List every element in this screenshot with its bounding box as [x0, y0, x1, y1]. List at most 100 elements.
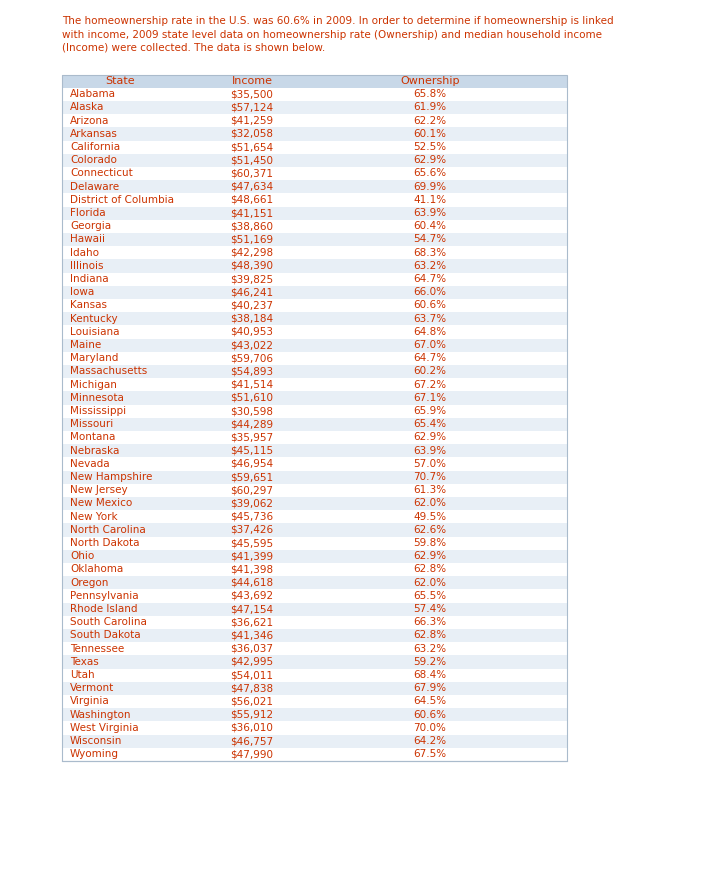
Text: 59.8%: 59.8% [413, 538, 446, 549]
Text: 60.4%: 60.4% [413, 221, 446, 231]
Text: $47,990: $47,990 [231, 749, 273, 759]
Text: Colorado: Colorado [70, 156, 117, 165]
Text: North Dakota: North Dakota [70, 538, 139, 549]
Bar [62, 603, 567, 616]
Bar [62, 339, 567, 352]
Text: 64.7%: 64.7% [413, 353, 446, 364]
Text: $45,115: $45,115 [231, 445, 273, 456]
Text: Wyoming: Wyoming [70, 749, 119, 759]
Text: $51,169: $51,169 [231, 235, 273, 244]
Bar [62, 589, 567, 603]
Bar [62, 206, 567, 220]
Text: Florida: Florida [70, 208, 105, 218]
Bar [62, 154, 567, 167]
Text: Washington: Washington [70, 709, 131, 720]
Text: Indiana: Indiana [70, 274, 109, 284]
Text: Arizona: Arizona [70, 116, 110, 125]
Text: $54,011: $54,011 [231, 670, 273, 680]
Bar [62, 378, 567, 391]
Bar [62, 260, 567, 273]
Bar [62, 524, 567, 536]
Text: New Hampshire: New Hampshire [70, 472, 153, 482]
Text: 65.9%: 65.9% [413, 406, 446, 416]
Text: Maine: Maine [70, 340, 101, 350]
Text: Oklahoma: Oklahoma [70, 565, 123, 574]
Text: $32,058: $32,058 [231, 129, 273, 139]
Text: 62.9%: 62.9% [413, 551, 446, 561]
Text: $43,022: $43,022 [231, 340, 273, 350]
Bar [62, 391, 567, 404]
Text: Mississippi: Mississippi [70, 406, 126, 416]
Text: 63.9%: 63.9% [413, 208, 446, 218]
Text: 62.8%: 62.8% [413, 630, 446, 640]
Bar [62, 220, 567, 233]
Text: 54.7%: 54.7% [413, 235, 446, 244]
Bar [62, 576, 567, 589]
Bar [62, 669, 567, 682]
Text: 61.3%: 61.3% [413, 485, 446, 495]
Text: 67.9%: 67.9% [413, 684, 446, 693]
Text: 67.5%: 67.5% [413, 749, 446, 759]
Text: 63.9%: 63.9% [413, 445, 446, 456]
Text: $37,426: $37,426 [231, 525, 273, 535]
Bar [62, 404, 567, 418]
Text: 60.1%: 60.1% [413, 129, 446, 139]
Text: 68.3%: 68.3% [413, 248, 446, 258]
Text: Arkansas: Arkansas [70, 129, 118, 139]
Text: 62.2%: 62.2% [413, 116, 446, 125]
Bar [62, 721, 567, 734]
Text: $55,912: $55,912 [231, 709, 273, 720]
Text: $36,037: $36,037 [231, 644, 273, 653]
Text: $46,757: $46,757 [231, 736, 273, 746]
Text: 65.4%: 65.4% [413, 420, 446, 429]
Text: $40,953: $40,953 [231, 327, 273, 337]
Text: West Virginia: West Virginia [70, 723, 138, 733]
Text: $48,661: $48,661 [231, 195, 273, 204]
Bar [62, 695, 567, 709]
Text: Delaware: Delaware [70, 181, 119, 192]
Text: $30,598: $30,598 [231, 406, 273, 416]
Text: 59.2%: 59.2% [413, 657, 446, 667]
Bar [62, 549, 567, 563]
Text: 63.7%: 63.7% [413, 314, 446, 324]
Text: $46,241: $46,241 [231, 287, 273, 297]
Text: 64.7%: 64.7% [413, 274, 446, 284]
Text: $38,860: $38,860 [231, 221, 273, 231]
Text: South Carolina: South Carolina [70, 617, 147, 628]
Text: Alaska: Alaska [70, 102, 104, 113]
Text: New Mexico: New Mexico [70, 499, 132, 509]
Text: $47,838: $47,838 [231, 684, 273, 693]
Text: Vermont: Vermont [70, 684, 115, 693]
Bar [62, 299, 567, 312]
Bar [62, 233, 567, 246]
Text: North Carolina: North Carolina [70, 525, 146, 535]
Text: 67.0%: 67.0% [413, 340, 446, 350]
Bar [62, 616, 567, 629]
Text: 61.9%: 61.9% [413, 102, 446, 113]
Text: $42,298: $42,298 [231, 248, 273, 258]
Text: $40,237: $40,237 [231, 300, 273, 310]
Text: $45,736: $45,736 [231, 512, 273, 522]
Text: Illinois: Illinois [70, 260, 103, 271]
Bar [62, 100, 567, 114]
Bar [62, 285, 567, 299]
Text: Rhode Island: Rhode Island [70, 605, 138, 614]
Text: 65.5%: 65.5% [413, 591, 446, 601]
Text: Oregon: Oregon [70, 578, 108, 588]
Text: 60.6%: 60.6% [413, 709, 446, 720]
Text: State: State [105, 76, 135, 86]
Text: $35,957: $35,957 [231, 433, 273, 443]
Text: $59,706: $59,706 [231, 353, 273, 364]
Bar [62, 655, 567, 669]
Text: New Jersey: New Jersey [70, 485, 128, 495]
Text: $36,010: $36,010 [231, 723, 273, 733]
Text: Pennsylvania: Pennsylvania [70, 591, 138, 601]
Text: Massachusetts: Massachusetts [70, 366, 147, 377]
Text: 67.2%: 67.2% [413, 380, 446, 389]
Text: Kansas: Kansas [70, 300, 107, 310]
Text: Maryland: Maryland [70, 353, 118, 364]
Text: 70.7%: 70.7% [413, 472, 446, 482]
Text: 62.9%: 62.9% [413, 433, 446, 443]
Text: $46,954: $46,954 [231, 459, 273, 469]
Text: $51,450: $51,450 [231, 156, 273, 165]
